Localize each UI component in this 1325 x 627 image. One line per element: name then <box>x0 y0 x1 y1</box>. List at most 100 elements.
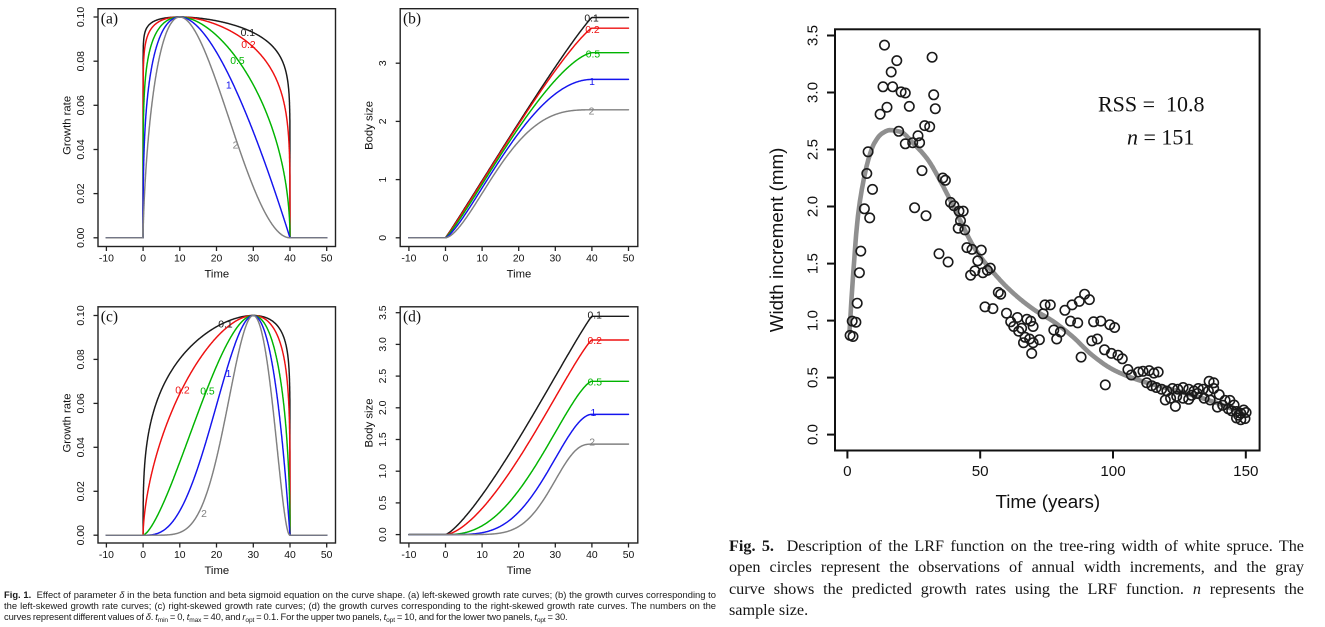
svg-text:Time: Time <box>204 269 229 281</box>
svg-text:10: 10 <box>174 253 186 264</box>
svg-text:50: 50 <box>623 253 635 264</box>
svg-text:2.5: 2.5 <box>378 369 389 384</box>
svg-text:-10: -10 <box>99 253 114 264</box>
svg-text:30: 30 <box>550 550 562 561</box>
svg-text:1: 1 <box>591 408 597 419</box>
svg-text:0: 0 <box>378 235 389 241</box>
svg-text:Time: Time <box>507 269 532 281</box>
svg-text:30: 30 <box>248 550 260 561</box>
svg-text:n = 151: n = 151 <box>1127 125 1194 150</box>
svg-text:0.0: 0.0 <box>805 424 822 445</box>
svg-text:40: 40 <box>284 253 296 264</box>
svg-text:1.0: 1.0 <box>378 464 389 479</box>
svg-text:3: 3 <box>378 60 389 66</box>
svg-text:0.1: 0.1 <box>584 14 599 25</box>
svg-text:3.5: 3.5 <box>378 305 389 320</box>
svg-text:1: 1 <box>378 176 389 182</box>
svg-text:1.5: 1.5 <box>378 432 389 447</box>
svg-text:0.04: 0.04 <box>76 139 87 159</box>
svg-text:-10: -10 <box>401 550 416 561</box>
svg-text:(b): (b) <box>403 10 421 27</box>
svg-text:50: 50 <box>321 253 333 264</box>
svg-text:30: 30 <box>550 253 562 264</box>
svg-text:0.00: 0.00 <box>76 525 87 545</box>
svg-text:2: 2 <box>233 140 239 151</box>
svg-text:2.5: 2.5 <box>805 139 822 160</box>
svg-text:150: 150 <box>1233 463 1258 480</box>
svg-text:(c): (c) <box>101 308 118 325</box>
svg-text:1.5: 1.5 <box>805 253 822 274</box>
svg-text:0.2: 0.2 <box>585 25 600 36</box>
svg-text:20: 20 <box>513 253 525 264</box>
svg-text:3.5: 3.5 <box>805 25 822 46</box>
svg-text:30: 30 <box>248 253 260 264</box>
svg-text:3.0: 3.0 <box>805 82 822 103</box>
svg-text:20: 20 <box>211 253 223 264</box>
svg-text:0.10: 0.10 <box>76 7 87 27</box>
svg-text:1: 1 <box>226 81 232 92</box>
svg-text:1: 1 <box>226 369 232 380</box>
svg-text:0.5: 0.5 <box>586 49 601 60</box>
svg-text:0.06: 0.06 <box>76 95 87 115</box>
svg-text:0.10: 0.10 <box>76 305 87 325</box>
svg-text:0.08: 0.08 <box>76 349 87 369</box>
svg-text:0.5: 0.5 <box>230 56 245 67</box>
svg-text:2.0: 2.0 <box>805 196 822 217</box>
svg-text:0.02: 0.02 <box>76 481 87 501</box>
svg-text:100: 100 <box>1100 463 1125 480</box>
svg-text:40: 40 <box>586 253 598 264</box>
svg-text:Width increment (mm): Width increment (mm) <box>766 148 787 333</box>
svg-text:Body size: Body size <box>364 399 376 448</box>
svg-text:0.1: 0.1 <box>241 28 256 39</box>
svg-text:40: 40 <box>284 550 296 561</box>
svg-text:0.06: 0.06 <box>76 393 87 413</box>
svg-text:0: 0 <box>443 550 449 561</box>
svg-text:10: 10 <box>476 550 488 561</box>
svg-text:0: 0 <box>140 550 146 561</box>
svg-text:0.5: 0.5 <box>200 386 215 397</box>
svg-text:0.2: 0.2 <box>241 40 256 51</box>
svg-text:Time (years): Time (years) <box>995 491 1100 512</box>
svg-text:Growth rate: Growth rate <box>61 393 73 452</box>
svg-text:-10: -10 <box>99 550 114 561</box>
svg-text:10: 10 <box>476 253 488 264</box>
svg-text:0.5: 0.5 <box>805 367 822 388</box>
svg-text:50: 50 <box>321 550 333 561</box>
svg-text:50: 50 <box>972 463 989 480</box>
svg-text:0.1: 0.1 <box>587 310 602 321</box>
svg-text:0: 0 <box>140 253 146 264</box>
svg-text:1.0: 1.0 <box>805 310 822 331</box>
svg-text:(a): (a) <box>101 10 118 27</box>
svg-text:2.0: 2.0 <box>378 400 389 415</box>
svg-text:Growth rate: Growth rate <box>61 96 73 155</box>
svg-text:2: 2 <box>378 118 389 124</box>
svg-text:20: 20 <box>211 550 223 561</box>
svg-text:RSS = 10.8: RSS = 10.8 <box>1098 92 1205 117</box>
svg-text:0.5: 0.5 <box>588 378 603 389</box>
svg-text:0.5: 0.5 <box>378 495 389 510</box>
svg-text:0.04: 0.04 <box>76 437 87 457</box>
svg-text:Body size: Body size <box>364 101 376 150</box>
svg-text:(d): (d) <box>403 308 421 325</box>
svg-text:0.00: 0.00 <box>76 227 87 247</box>
svg-text:40: 40 <box>586 550 598 561</box>
svg-text:0.1: 0.1 <box>218 320 233 331</box>
svg-text:Time: Time <box>204 565 229 577</box>
svg-text:3.0: 3.0 <box>378 337 389 352</box>
svg-text:-10: -10 <box>401 253 416 264</box>
svg-text:50: 50 <box>623 550 635 561</box>
svg-text:0.02: 0.02 <box>76 183 87 203</box>
svg-text:0: 0 <box>843 463 851 480</box>
svg-text:0.08: 0.08 <box>76 51 87 71</box>
svg-text:2: 2 <box>589 438 595 449</box>
svg-text:0: 0 <box>443 253 449 264</box>
svg-text:1: 1 <box>589 77 595 88</box>
svg-text:0.2: 0.2 <box>175 385 190 396</box>
svg-text:0.2: 0.2 <box>587 336 602 347</box>
svg-text:10: 10 <box>174 550 186 561</box>
svg-text:Time: Time <box>507 565 532 577</box>
svg-text:2: 2 <box>589 107 595 118</box>
svg-text:2: 2 <box>201 509 207 520</box>
svg-text:20: 20 <box>513 550 525 561</box>
svg-text:0.0: 0.0 <box>378 527 389 542</box>
